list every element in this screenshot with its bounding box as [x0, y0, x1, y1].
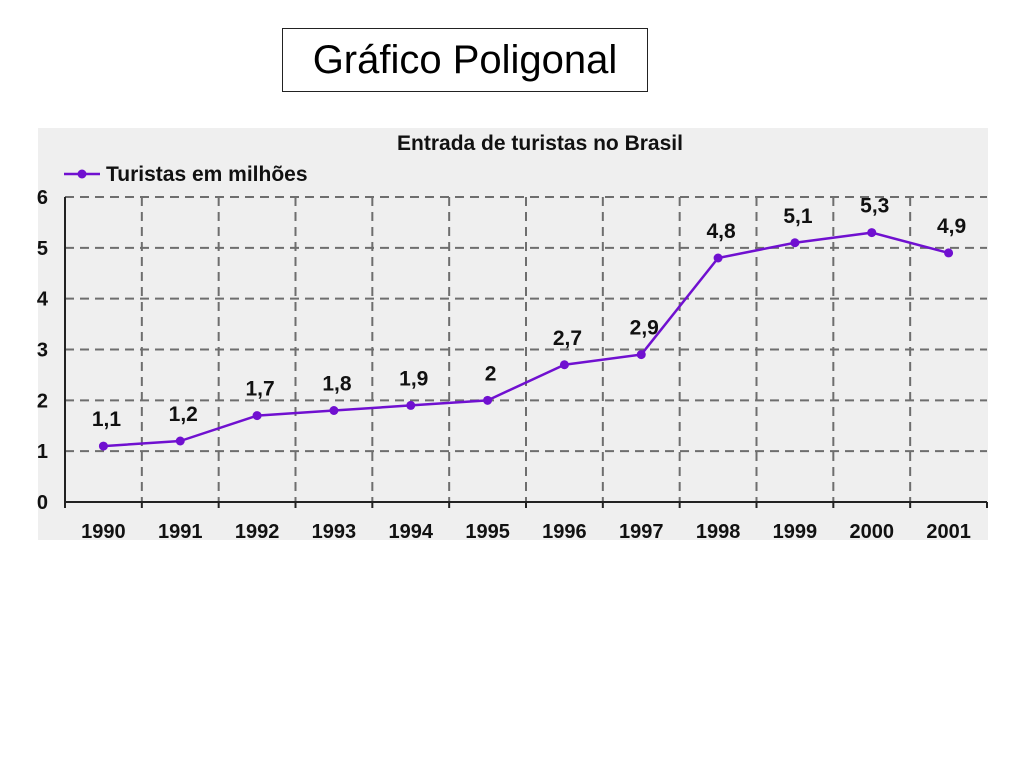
data-labels: 1,1 1,2 1,7 1,8 1,9 2 2,7 2,9 4,8 5,1 5,3 4,9: [92, 195, 966, 432]
y-tick-label: 0: [37, 492, 48, 514]
data-point: [713, 253, 723, 263]
data-label: 1,2: [169, 403, 198, 426]
chart-title: Entrada de turistas no Brasil: [397, 132, 683, 155]
data-point: [636, 350, 646, 360]
x-tick-label: 1996: [542, 521, 587, 543]
plot-background: [38, 128, 988, 540]
data-label: 1,9: [399, 367, 428, 390]
x-tick-label: 1997: [619, 521, 664, 543]
data-point: [98, 441, 108, 451]
data-label: 2: [485, 362, 497, 385]
data-label: 2,9: [630, 317, 659, 340]
y-tick-label: 2: [37, 390, 48, 412]
y-tick-labels: 0 1 2 3 4 5 6: [37, 187, 49, 514]
x-tick-label: 2001: [926, 521, 971, 543]
data-label: 1,7: [245, 378, 274, 401]
x-tick-label: 1990: [81, 521, 126, 543]
y-tick-label: 5: [37, 238, 48, 260]
data-label: 1,1: [92, 408, 122, 431]
data-point: [329, 406, 339, 415]
x-tick-label: 2000: [850, 521, 895, 543]
x-tick-label: 1998: [696, 521, 741, 543]
data-point: [944, 248, 954, 258]
data-point: [406, 400, 416, 410]
slide-title: Gráfico Poligonal: [282, 28, 648, 92]
grid-lines: [65, 196, 987, 502]
data-point: [790, 238, 800, 248]
y-tick-label: 3: [37, 340, 48, 362]
series-turistas: [98, 228, 954, 451]
legend-point-marker: [77, 169, 87, 179]
data-point: [867, 228, 877, 238]
y-tick-label: 4: [37, 289, 49, 311]
x-tick-label: 1995: [465, 521, 510, 543]
x-tick-label: 1994: [389, 521, 434, 543]
x-tick-label: 1992: [235, 521, 280, 543]
data-label: 5,1: [783, 205, 813, 228]
data-point: [559, 360, 569, 370]
data-label: 4,8: [706, 220, 736, 243]
data-label: 4,9: [937, 215, 966, 238]
y-tick-label: 1: [37, 441, 48, 463]
x-tick-label: 1993: [312, 521, 357, 543]
data-point: [483, 395, 493, 405]
x-tick-label: 1999: [773, 521, 818, 543]
data-label: 1,8: [322, 373, 352, 396]
data-label: 2,7: [553, 327, 582, 350]
data-point: [252, 411, 262, 421]
x-tick-labels: 1990 1991 1992 1993 1994 1995 1996 1997 1998 1999…: [81, 521, 971, 543]
x-tick-label: 1991: [158, 521, 203, 543]
legend-label: Turistas em milhões: [106, 163, 308, 186]
y-tick-label: 6: [37, 187, 48, 209]
data-label: 5,3: [860, 195, 889, 218]
legend: Turistas em milhões: [64, 163, 308, 186]
data-point: [175, 436, 185, 446]
series-line: [103, 231, 949, 448]
axes: [64, 197, 988, 508]
